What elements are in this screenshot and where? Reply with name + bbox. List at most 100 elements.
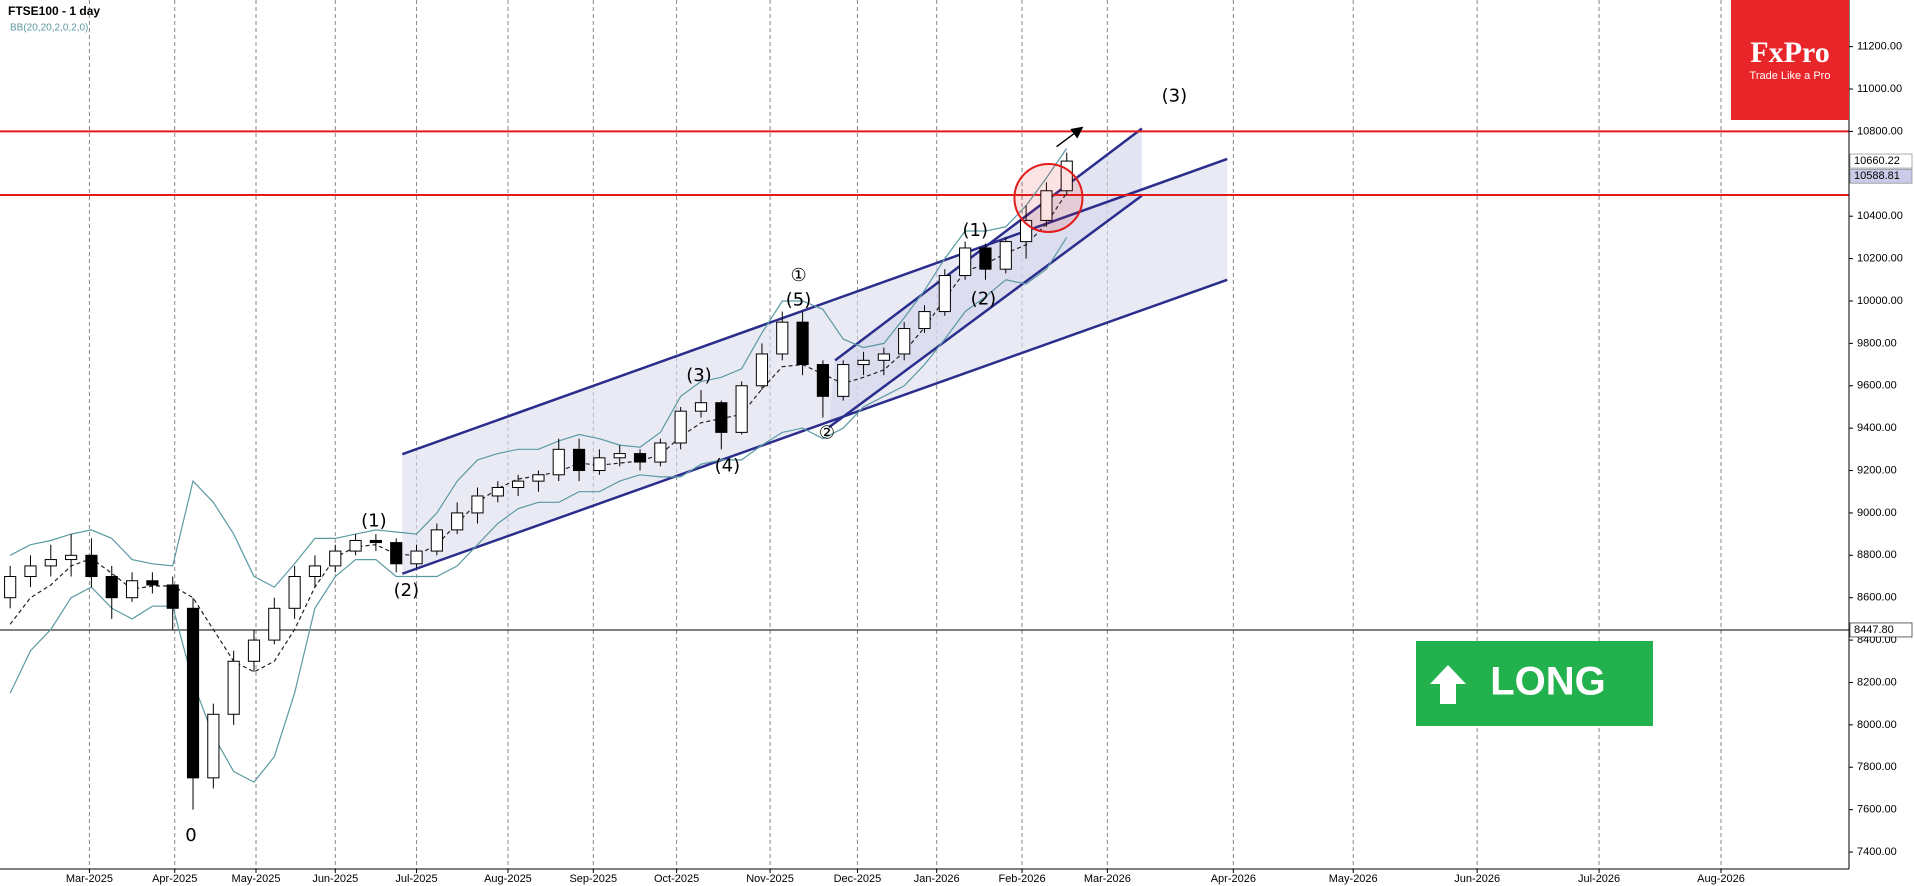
candle-body: [65, 554, 78, 561]
candle-body: [715, 402, 728, 433]
x-tick-label: May-2026: [1329, 873, 1378, 885]
candle-body: [898, 328, 911, 355]
y-tick-label: 11200.00: [1857, 41, 1902, 53]
bollinger-upper: [9, 148, 1068, 588]
candle-body: [471, 495, 484, 514]
y-tick-label: 8200.00: [1857, 676, 1897, 688]
reference-label-box: [1849, 622, 1913, 638]
x-tick-label: Jun-2025: [312, 873, 358, 885]
candle-body: [227, 660, 240, 715]
y-tick-label: 10000.00: [1857, 295, 1903, 307]
wave-label: 0: [185, 825, 196, 846]
reference-label: 8447.80: [1854, 624, 1894, 636]
candle-body: [959, 247, 972, 277]
candle-body: [674, 410, 687, 444]
candle-body: [410, 550, 423, 565]
y-tick-label: 8000.00: [1857, 719, 1897, 731]
logo-brand: FxPro: [1750, 36, 1829, 69]
x-tick-label: Feb-2026: [998, 873, 1045, 885]
y-tick-label: 7400.00: [1857, 846, 1897, 858]
candle-body: [166, 584, 179, 609]
candle-body: [308, 565, 322, 578]
x-tick-label: Mar-2025: [66, 873, 113, 885]
y-tick-label: 10200.00: [1857, 252, 1903, 264]
y-tick-label: 9600.00: [1857, 380, 1897, 392]
x-tick-label: Jun-2026: [1454, 873, 1500, 885]
background-layer: [88, 0, 1722, 869]
candle-body: [85, 554, 98, 578]
price-label: 10660.22: [1854, 155, 1900, 167]
wave-label: (3): [1162, 86, 1188, 107]
candle-body: [451, 512, 464, 531]
x-tick-label: Jul-2026: [1578, 873, 1620, 885]
candle-body: [1040, 190, 1053, 221]
candle-body: [430, 529, 443, 552]
candle-body: [979, 247, 992, 270]
candle-body: [1020, 219, 1033, 243]
candle-body: [390, 542, 403, 565]
candle-body: [146, 580, 159, 586]
candle-body: [532, 474, 545, 482]
candle-body: [816, 364, 829, 397]
candle-body: [268, 607, 281, 641]
x-tick-label: May-2025: [232, 873, 281, 885]
candle-body: [776, 321, 789, 355]
candle-body: [247, 639, 261, 662]
y-tick-label: 9400.00: [1857, 422, 1897, 434]
candle-body: [369, 539, 382, 544]
candle-body: [44, 559, 57, 567]
candle-body: [207, 713, 220, 779]
y-tick-label: 8800.00: [1857, 549, 1897, 561]
y-tick-label: 9200.00: [1857, 464, 1897, 476]
candle-body: [857, 359, 870, 366]
candle-body: [613, 453, 626, 459]
candle-body: [24, 565, 37, 578]
candle-body: [1060, 160, 1073, 192]
y-tick-label: 8600.00: [1857, 592, 1897, 604]
logo-box: [1731, 0, 1849, 120]
candle-body: [654, 442, 667, 463]
x-tick-label: Nov-2025: [746, 873, 794, 885]
candle-body: [125, 580, 139, 599]
highlight-circle: [1013, 162, 1084, 233]
wave-label: (4): [715, 456, 741, 477]
wave-label: (5): [786, 290, 812, 311]
wave-label: (2): [394, 580, 420, 601]
price-label: 10588.81: [1854, 170, 1900, 182]
candle-body: [796, 321, 809, 366]
y-tick-label: 7800.00: [1857, 761, 1897, 773]
y-tick-label: 9000.00: [1857, 507, 1897, 519]
wave-label: (3): [686, 365, 712, 386]
candle-body: [491, 486, 504, 497]
candle-body: [329, 550, 342, 567]
wave-label: ①: [790, 265, 806, 286]
y-tick-label: 10800.00: [1857, 125, 1903, 137]
wave-label: (1): [361, 510, 387, 531]
breakout-arrow: [1056, 126, 1084, 148]
candle-body: [877, 353, 890, 361]
signal-arrow-icon: [1430, 665, 1466, 704]
candle-body: [633, 453, 647, 463]
price-label-box: [1849, 168, 1913, 184]
logo-tagline: Trade Like a Pro: [1750, 70, 1831, 82]
x-tick-label: Oct-2025: [654, 873, 699, 885]
candle-body: [288, 576, 301, 609]
x-tick-label: Apr-2026: [1211, 873, 1256, 885]
candle-body: [512, 480, 525, 488]
wave-label: ②: [819, 422, 835, 443]
candle-body: [837, 364, 850, 397]
candle-body: [694, 402, 708, 412]
bollinger-lower: [9, 237, 1068, 783]
candle-body: [349, 539, 362, 552]
channel-line: [834, 127, 1143, 362]
channel-line: [828, 194, 1143, 429]
candle-body: [918, 311, 931, 330]
wave-label: (2): [971, 288, 997, 309]
x-tick-label: Aug-2025: [484, 873, 532, 885]
price-label-box: [1849, 153, 1913, 169]
candle-body: [593, 457, 606, 472]
